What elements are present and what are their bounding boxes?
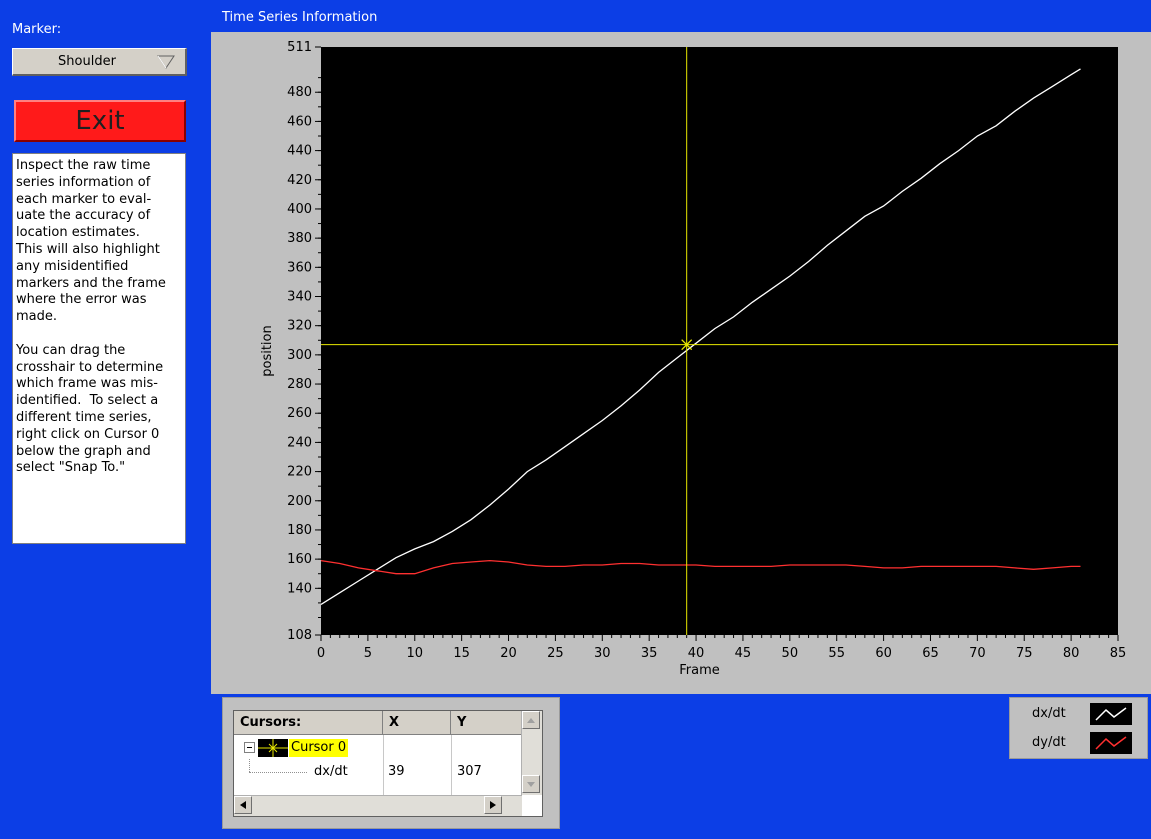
marker-dropdown[interactable]: Shoulder [12, 48, 187, 76]
y-axis-label: position [260, 325, 275, 377]
x-axis-label: Frame [679, 663, 720, 678]
x-tick-label: 5 [364, 646, 372, 661]
arrow-right-icon [490, 801, 496, 809]
y-tick-label: 460 [287, 114, 312, 129]
x-tick-label: 15 [453, 646, 470, 661]
x-tick-label: 50 [782, 646, 799, 661]
arrow-down-icon [527, 782, 535, 787]
cursor-legend-panel: Cursors: X Y Cursor 0 dx/dt 39 307 [222, 697, 560, 829]
x-tick-label: 20 [500, 646, 517, 661]
exit-button[interactable]: Exit [14, 100, 186, 142]
marker-label: Marker: [12, 22, 62, 37]
y-tick-label: 180 [287, 523, 312, 538]
arrow-left-icon [240, 801, 246, 809]
y-tick-label: 511 [287, 40, 312, 55]
y-tick-label: 280 [287, 377, 312, 392]
y-tick-label: 220 [287, 465, 312, 480]
graph-panel: 108 140 160 180 200 220 240 260 280 300 320 340 360 3… [211, 32, 1151, 694]
x-tick-label: 40 [688, 646, 705, 661]
collapse-toggle-icon[interactable] [244, 742, 255, 753]
y-tick-label: 260 [287, 406, 312, 421]
x-tick-label: 55 [828, 646, 845, 661]
y-tick-label: 240 [287, 435, 312, 450]
row-y-value: 307 [457, 764, 482, 779]
x-tick-label: 75 [1016, 646, 1033, 661]
y-tick-label: 108 [287, 628, 312, 643]
cursor-marker[interactable] [681, 339, 693, 351]
cursor-icon [258, 739, 288, 757]
scroll-right-button[interactable] [484, 796, 502, 814]
y-tick-label: 140 [287, 581, 312, 596]
y-tick-label: 200 [287, 494, 312, 509]
series-line [320, 68, 1081, 605]
y-tick-label: 380 [287, 231, 312, 246]
row-x-value: 39 [388, 764, 405, 779]
x-tick-label: 0 [317, 646, 325, 661]
scroll-left-button[interactable] [234, 796, 252, 814]
series-line [320, 559, 1081, 575]
graph-title: Time Series Information [222, 10, 378, 25]
column-divider [383, 735, 384, 795]
tree-connector-horizontal [249, 772, 307, 774]
scroll-up-button[interactable] [522, 711, 540, 729]
y-tick-label: 300 [287, 348, 312, 363]
tree-connector [249, 759, 251, 772]
y-tick-label: 480 [287, 85, 312, 100]
y-tick-label: 360 [287, 260, 312, 275]
x-tick-label: 35 [641, 646, 658, 661]
line-style-icon [1090, 703, 1132, 725]
y-tick-label: 400 [287, 202, 312, 217]
header-x: X [383, 711, 451, 735]
instructions-text: Inspect the raw time series information … [12, 153, 186, 544]
x-tick-label: 85 [1110, 646, 1127, 661]
row-label: dx/dt [314, 764, 348, 779]
x-tick-label: 60 [875, 646, 892, 661]
header-y: Y [451, 711, 522, 735]
vertical-scrollbar[interactable] [521, 711, 542, 795]
marker-selected-value: Shoulder [58, 54, 116, 69]
x-tick-label: 80 [1063, 646, 1080, 661]
x-tick-label: 10 [406, 646, 423, 661]
plot-area[interactable] [321, 47, 1118, 635]
horizontal-scrollbar[interactable] [234, 795, 522, 816]
time-series-chart[interactable]: 1081401601802002202402602803003203403603… [211, 32, 1151, 694]
cursor-table: Cursors: X Y Cursor 0 dx/dt 39 307 [233, 710, 543, 817]
x-tick-label: 70 [969, 646, 986, 661]
arrow-up-icon [527, 718, 535, 723]
y-tick-label: 420 [287, 173, 312, 188]
plot-legend: dx/dt dy/dt [1009, 697, 1148, 759]
legend-label: dy/dt [1032, 735, 1066, 750]
legend-item[interactable]: dx/dt [1010, 701, 1149, 729]
x-tick-label: 65 [922, 646, 939, 661]
x-tick-label: 45 [735, 646, 752, 661]
scroll-down-button[interactable] [522, 775, 540, 793]
legend-item[interactable]: dy/dt [1010, 730, 1149, 758]
y-tick-label: 340 [287, 289, 312, 304]
y-tick-label: 320 [287, 319, 312, 334]
dropdown-arrow-icon[interactable] [157, 54, 175, 70]
cursor-name[interactable]: Cursor 0 [289, 739, 349, 757]
header-cursors: Cursors: [234, 711, 383, 735]
cursor-row[interactable]: Cursor 0 [234, 737, 522, 759]
x-tick-label: 25 [547, 646, 564, 661]
legend-label: dx/dt [1032, 706, 1066, 721]
column-divider [451, 735, 452, 795]
y-tick-label: 440 [287, 144, 312, 159]
x-tick-label: 30 [594, 646, 611, 661]
y-tick-label: 160 [287, 552, 312, 567]
line-style-icon [1090, 732, 1132, 754]
